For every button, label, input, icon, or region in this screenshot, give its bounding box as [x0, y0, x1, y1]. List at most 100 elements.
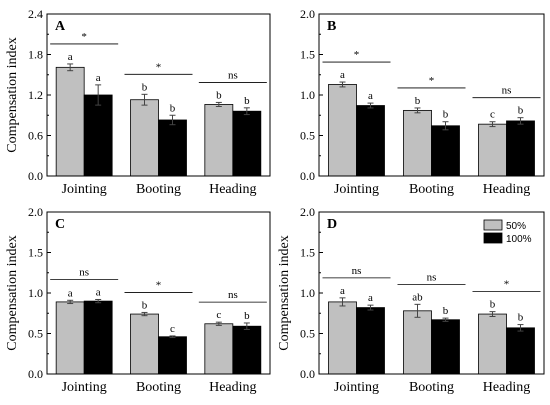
- significance-mark: ns: [352, 265, 362, 277]
- significance-mark: *: [504, 279, 510, 291]
- bar-50pct-jointing: [55, 301, 85, 375]
- significance-letter: c: [170, 323, 175, 335]
- legend-label: 50%: [506, 221, 526, 232]
- significance-letter: a: [68, 287, 73, 299]
- bar-50pct-heading: [478, 313, 507, 375]
- legend: 50% 100%: [483, 219, 532, 245]
- bar-50pct-jointing: [55, 66, 85, 177]
- significance-letter: c: [490, 109, 495, 121]
- y-tick-label: 1.0: [300, 88, 315, 102]
- y-axis-label: Compensation index: [5, 37, 20, 153]
- significance-letter: b: [415, 95, 421, 107]
- x-category-label: Heading: [209, 380, 256, 395]
- legend-label: 100%: [506, 234, 532, 245]
- bar-100pct-jointing: [356, 105, 385, 177]
- bar-100pct-jointing: [356, 307, 385, 375]
- x-category-label: Jointing: [334, 380, 379, 395]
- x-category-label: Jointing: [62, 380, 107, 395]
- significance-letter: a: [96, 72, 101, 84]
- significance-mark: ns: [79, 266, 89, 278]
- panel-letter: A: [55, 19, 66, 34]
- significance-mark: ns: [228, 289, 238, 301]
- y-tick-label: 0.5: [300, 327, 315, 341]
- legend-swatch: [483, 232, 503, 244]
- bar-100pct-jointing: [83, 300, 113, 375]
- significance-letter: a: [368, 292, 373, 304]
- bar-50pct-booting: [403, 109, 432, 177]
- significance-letter: b: [142, 299, 148, 311]
- y-tick-label: 2.0: [300, 7, 315, 21]
- y-tick-label: 0.0: [300, 169, 315, 183]
- significance-mark: ns: [502, 85, 512, 97]
- significance-mark: *: [156, 279, 162, 291]
- y-tick-label: 1.2: [28, 88, 43, 102]
- panel-letter: D: [327, 217, 337, 232]
- plot-frame: [46, 211, 271, 375]
- y-tick-label: 0.5: [28, 327, 43, 341]
- significance-letter: a: [340, 285, 345, 297]
- significance-letter: b: [443, 305, 449, 317]
- significance-letter: b: [518, 312, 524, 324]
- x-category-label: Booting: [136, 380, 181, 395]
- x-category-label: Booting: [409, 182, 454, 197]
- y-tick-label: 0.0: [28, 367, 43, 381]
- plot-frame: [46, 13, 271, 177]
- significance-letter: b: [216, 89, 222, 101]
- panel-d: 0.00.51.01.52.0aansJointingabbnsBootingb…: [277, 205, 545, 395]
- legend-swatch: [483, 219, 503, 231]
- significance-mark: *: [429, 75, 435, 87]
- bar-100pct-heading: [232, 325, 262, 375]
- significance-letter: b: [443, 109, 449, 121]
- significance-letter: b: [244, 310, 250, 322]
- significance-letter: b: [142, 81, 148, 93]
- significance-mark: ns: [427, 271, 437, 283]
- bar-100pct-jointing: [83, 94, 113, 177]
- bar-50pct-jointing: [328, 84, 357, 177]
- bar-50pct-heading: [478, 123, 507, 177]
- bar-100pct-booting: [158, 119, 187, 177]
- plot-frame: [318, 13, 545, 177]
- y-tick-label: 1.5: [300, 246, 315, 260]
- x-category-label: Jointing: [334, 182, 379, 197]
- significance-letter: b: [518, 105, 524, 117]
- significance-mark: *: [354, 49, 360, 61]
- y-tick-label: 1.0: [300, 286, 315, 300]
- x-category-label: Heading: [483, 380, 530, 395]
- significance-mark: *: [81, 31, 87, 43]
- significance-letter: ab: [412, 291, 423, 303]
- y-axis-label: Compensation index: [5, 235, 20, 351]
- bar-100pct-booting: [158, 336, 187, 375]
- y-tick-label: 1.0: [28, 286, 43, 300]
- bar-100pct-booting: [431, 319, 460, 375]
- bar-50pct-booting: [403, 310, 432, 375]
- bar-50pct-heading: [204, 323, 234, 375]
- significance-mark: *: [156, 61, 162, 73]
- y-tick-label: 1.5: [300, 48, 315, 62]
- y-tick-label: 1.8: [28, 48, 43, 62]
- plot-frame: [318, 211, 545, 375]
- y-axis-label: Compensation index: [277, 235, 292, 351]
- significance-letter: b: [244, 95, 250, 107]
- y-tick-label: 0.0: [28, 169, 43, 183]
- significance-letter: a: [340, 69, 345, 81]
- bar-100pct-heading: [506, 327, 535, 375]
- x-category-label: Booting: [136, 182, 181, 197]
- bar-50pct-booting: [130, 313, 159, 375]
- panel-letter: B: [327, 19, 336, 34]
- significance-letter: a: [68, 51, 73, 63]
- x-category-label: Heading: [483, 182, 530, 197]
- bar-100pct-booting: [431, 125, 460, 177]
- significance-letter: b: [170, 102, 176, 114]
- bar-100pct-heading: [232, 110, 262, 177]
- significance-letter: c: [216, 309, 221, 321]
- x-category-label: Jointing: [62, 182, 107, 197]
- bar-50pct-booting: [130, 99, 159, 177]
- panel-letter: C: [55, 217, 65, 232]
- y-tick-label: 0.0: [300, 367, 315, 381]
- significance-mark: ns: [228, 69, 238, 81]
- y-tick-label: 0.6: [28, 129, 43, 143]
- bar-50pct-jointing: [328, 301, 357, 375]
